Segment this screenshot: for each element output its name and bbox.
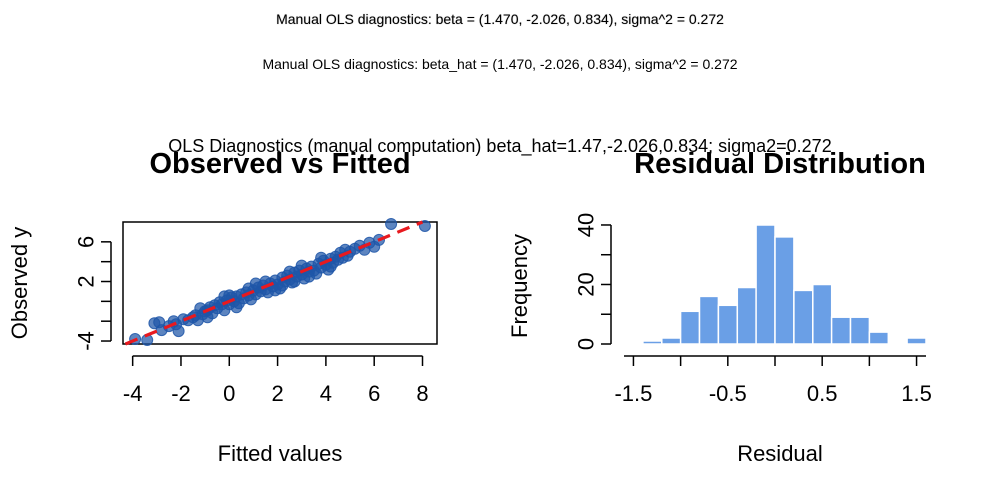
reference-line [124, 220, 424, 346]
histogram-bar [679, 310, 701, 345]
histogram-bar [830, 316, 852, 345]
histogram-y-label: Frequency [507, 234, 532, 338]
scatter-point [249, 277, 262, 290]
histogram-bar [698, 295, 720, 345]
scatter-points [129, 218, 431, 346]
scatter-x-tick-label: 8 [416, 381, 428, 406]
figure-title-line3: OLS Diagnostics (manual computation) bet… [168, 136, 832, 156]
scatter-y-tick-label: 2 [74, 275, 99, 287]
histogram-bar [774, 236, 795, 345]
histogram-x-axis: -1.5 -0.5 0.5 1.5 [614, 355, 932, 406]
histogram-bar [906, 337, 927, 345]
histogram-y-tick-label: 40 [574, 213, 599, 237]
histogram-x-tick-label: 1.5 [901, 381, 932, 406]
scatter-x-tick-label: 6 [368, 381, 380, 406]
histogram-panel: Residual Distribution -1.5 -0.5 0.5 1.5 0 20… [507, 148, 932, 466]
scatter-x-tick-label: 4 [320, 381, 332, 406]
histogram-bar [793, 289, 814, 345]
histogram-x-tick-label: -0.5 [709, 381, 747, 406]
figure-title-line1: Manual OLS diagnostics: beta = (1.470, -… [276, 11, 724, 27]
scatter-point [288, 275, 301, 288]
figure-title-line2: Manual OLS diagnostics: beta_hat = (1.47… [262, 56, 738, 72]
histogram-bar [868, 331, 890, 345]
scatter-point [230, 301, 243, 314]
scatter-x-tick-label: -2 [171, 381, 191, 406]
histogram-bars [642, 224, 927, 345]
histogram-bar [736, 286, 757, 345]
scatter-y-tick-label: -4 [74, 331, 99, 351]
scatter-x-tick-label: 0 [223, 381, 235, 406]
histogram-title: Residual Distribution [634, 148, 926, 180]
scatter-plot-box [122, 221, 438, 345]
histogram-y-tick-label: 0 [574, 338, 599, 350]
histogram-y-tick-label: 20 [574, 272, 599, 296]
histogram-x-tick-label: -1.5 [614, 381, 652, 406]
scatter-point [385, 218, 398, 230]
scatter-title: Observed vs Fitted [149, 148, 410, 180]
scatter-x-tick-label: -4 [123, 381, 143, 406]
scatter-point [303, 270, 315, 283]
histogram-x-label: Residual [737, 441, 823, 466]
histogram-bar [812, 283, 833, 345]
histogram-bar [849, 316, 871, 345]
scatter-point [172, 325, 185, 338]
scatter-x-label: Fitted values [218, 441, 343, 466]
histogram-bar [642, 340, 663, 345]
scatter-y-tick-label: 6 [74, 236, 99, 248]
scatter-x-tick-label: 2 [271, 381, 283, 406]
scatter-y-label: Observed y [7, 227, 32, 340]
histogram-bar [755, 224, 776, 345]
scatter-panel: Observed vs Fitted -4 -2 0 2 4 6 8 -4 2 6 Fitted… [7, 148, 438, 466]
scatter-point [276, 279, 289, 292]
histogram-y-axis: 0 20 40 [574, 213, 612, 350]
scatter-y-axis: -4 2 6 [74, 236, 112, 351]
scatter-x-axis: -4 -2 0 2 4 6 8 [123, 355, 429, 406]
histogram-bar [661, 337, 682, 345]
histogram-bar [717, 304, 739, 345]
histogram-x-tick-label: 0.5 [807, 381, 838, 406]
